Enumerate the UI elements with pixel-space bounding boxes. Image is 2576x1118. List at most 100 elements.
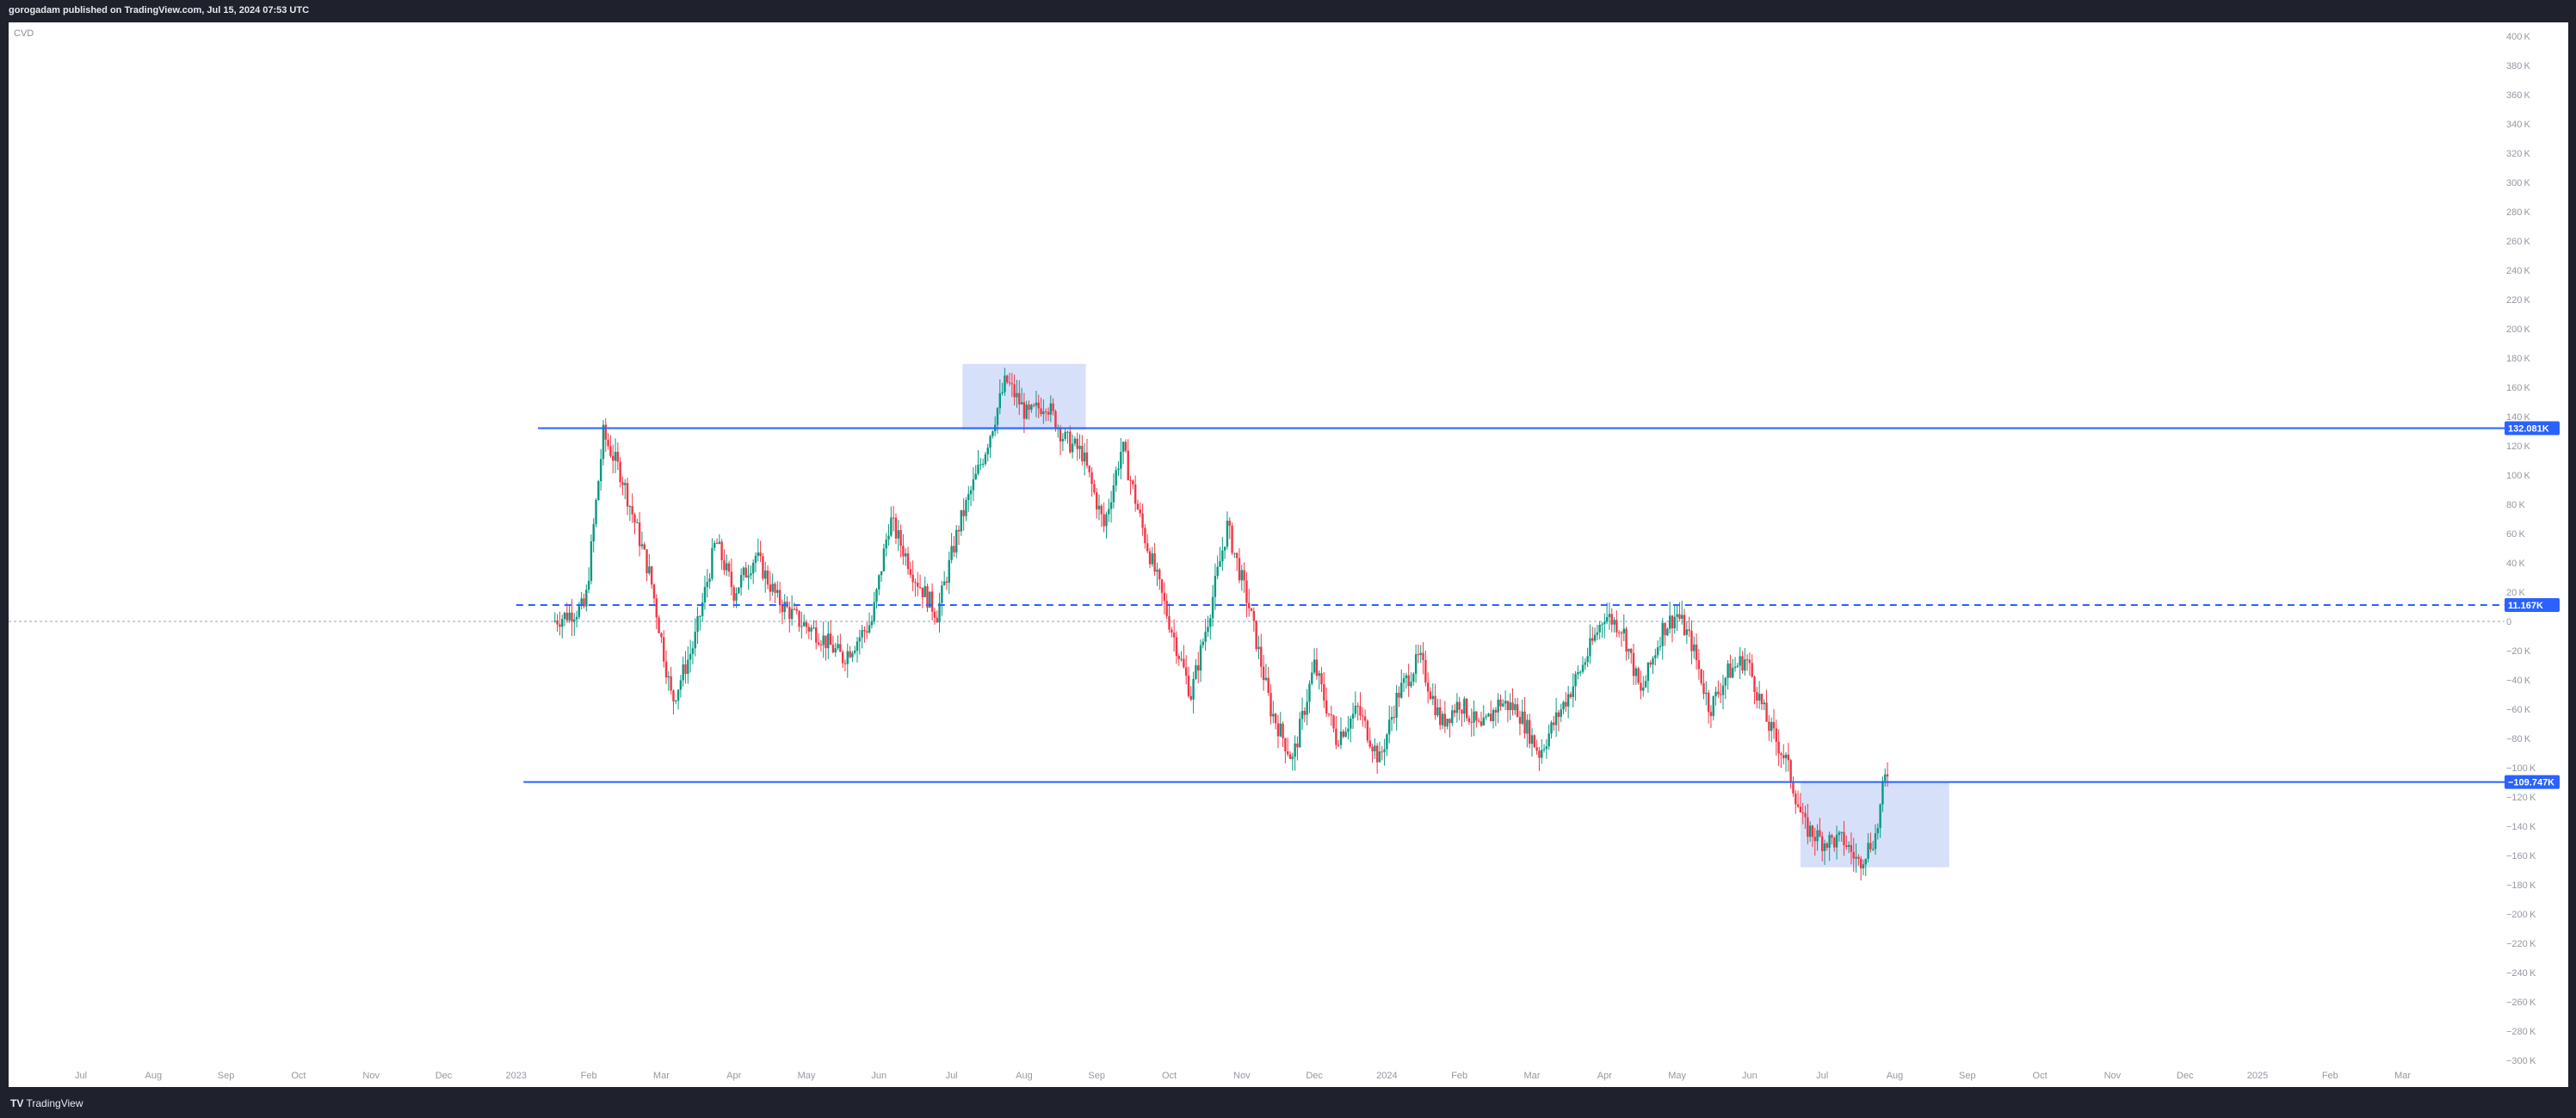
candle-body <box>882 548 886 571</box>
candle-body <box>1088 466 1090 473</box>
candle-body <box>1847 844 1850 847</box>
candle-body <box>849 651 851 658</box>
candle-body <box>1736 665 1739 667</box>
x-tick-label: Feb <box>2322 1071 2338 1081</box>
candle-body <box>1330 714 1332 716</box>
candle-body <box>1214 576 1217 597</box>
candle-body <box>1482 717 1485 726</box>
candle-body <box>1047 411 1050 415</box>
candle-body <box>1103 514 1105 527</box>
candle-body <box>1303 710 1307 715</box>
chart-panel[interactable]: 400 K 380 K 360 K 340 K 320 K 300 K 280 K 260 K… <box>9 22 2568 1087</box>
candle-body <box>1516 704 1519 718</box>
candle-body <box>1695 644 1698 661</box>
candle-body <box>1362 715 1364 717</box>
candle-body <box>1132 480 1134 485</box>
x-tick-label: Mar <box>1524 1071 1541 1081</box>
candle-body <box>778 590 781 606</box>
candle-body <box>1787 754 1790 761</box>
candle-body <box>1538 750 1541 758</box>
candle-body <box>559 624 561 627</box>
candle-body <box>948 559 950 583</box>
candle-body <box>1245 580 1248 603</box>
candle-body <box>1630 648 1633 653</box>
candle-body <box>1441 713 1444 726</box>
candle-body <box>696 616 699 633</box>
y-tick-label: 240 K <box>2506 266 2531 276</box>
level-tag-label: 11.167K <box>2508 601 2543 611</box>
x-tick-label: Dec <box>436 1071 453 1081</box>
candle-body <box>974 473 977 479</box>
candle-body <box>1320 673 1323 685</box>
candle-body <box>1426 683 1430 692</box>
candle-body <box>718 541 721 544</box>
candle-body <box>670 676 672 691</box>
candle-body <box>933 611 936 618</box>
x-tick-label: Mar <box>653 1071 670 1081</box>
candle-body <box>1146 543 1149 552</box>
candle-body <box>655 598 658 618</box>
candle-body <box>875 589 878 602</box>
candle-body <box>1393 716 1396 718</box>
candle-body <box>624 483 627 485</box>
candle-body <box>996 408 999 425</box>
candle-body <box>616 451 620 462</box>
y-tick-label: −180 K <box>2506 880 2536 891</box>
candle-body <box>631 506 633 515</box>
candle-body <box>967 494 970 501</box>
x-tick-label: Jul <box>75 1071 87 1081</box>
y-tick-label: 80 K <box>2506 500 2525 510</box>
candle-body <box>735 593 738 601</box>
y-tick-label: −280 K <box>2506 1027 2536 1037</box>
y-tick-label: 220 K <box>2506 295 2531 306</box>
candle-body <box>783 602 786 613</box>
candle-body <box>1541 750 1543 758</box>
candle-body <box>1366 720 1369 741</box>
candle-body <box>1869 843 1872 849</box>
x-tick-label: Aug <box>1016 1071 1033 1081</box>
candle-body <box>1066 431 1069 433</box>
brand-label: TradingView <box>26 1097 83 1109</box>
candle-body <box>648 566 651 574</box>
x-tick-label: Nov <box>2104 1071 2122 1081</box>
candle-body <box>866 631 868 633</box>
candle-body <box>1257 646 1260 650</box>
candle-body <box>1485 716 1487 718</box>
candle-body <box>892 517 895 519</box>
candle-body <box>798 610 800 627</box>
candle-body <box>1028 405 1030 411</box>
candle-body <box>868 625 871 633</box>
candle-body <box>1172 633 1176 638</box>
candle-body <box>1683 615 1686 635</box>
candle-body <box>646 549 648 574</box>
candle-body <box>684 664 687 674</box>
candle-body <box>878 575 880 590</box>
candle-body <box>1668 615 1671 629</box>
candle-body <box>1502 703 1504 707</box>
candle-body <box>1180 658 1183 660</box>
chart-svg[interactable]: 400 K 380 K 360 K 340 K 320 K 300 K 280 K 260 K… <box>9 22 2568 1087</box>
candle-body <box>1032 405 1035 406</box>
candle-body <box>1004 375 1006 392</box>
candle-body <box>1402 677 1405 683</box>
candle-body <box>1158 569 1161 580</box>
candle-body <box>1035 402 1038 406</box>
candle-body <box>1446 719 1449 727</box>
candle-body <box>1509 702 1511 711</box>
candle-body <box>1300 710 1304 720</box>
candle-body <box>810 627 812 632</box>
candle-body <box>1688 629 1690 632</box>
candle-body <box>1359 706 1362 716</box>
x-tick-label: Dec <box>2177 1071 2194 1081</box>
candle-body <box>938 602 941 623</box>
tradingview-brand[interactable]: TV TradingView <box>10 1097 83 1109</box>
candle-body <box>1553 722 1555 726</box>
y-tick-label: 160 K <box>2506 383 2531 393</box>
candle-body <box>1410 682 1412 687</box>
candle-body <box>1741 656 1744 671</box>
candle-body <box>708 578 711 583</box>
candle-body <box>1681 615 1683 619</box>
candle-body <box>628 506 632 508</box>
candle-body <box>1378 751 1381 763</box>
level-tag <box>2505 598 2560 613</box>
